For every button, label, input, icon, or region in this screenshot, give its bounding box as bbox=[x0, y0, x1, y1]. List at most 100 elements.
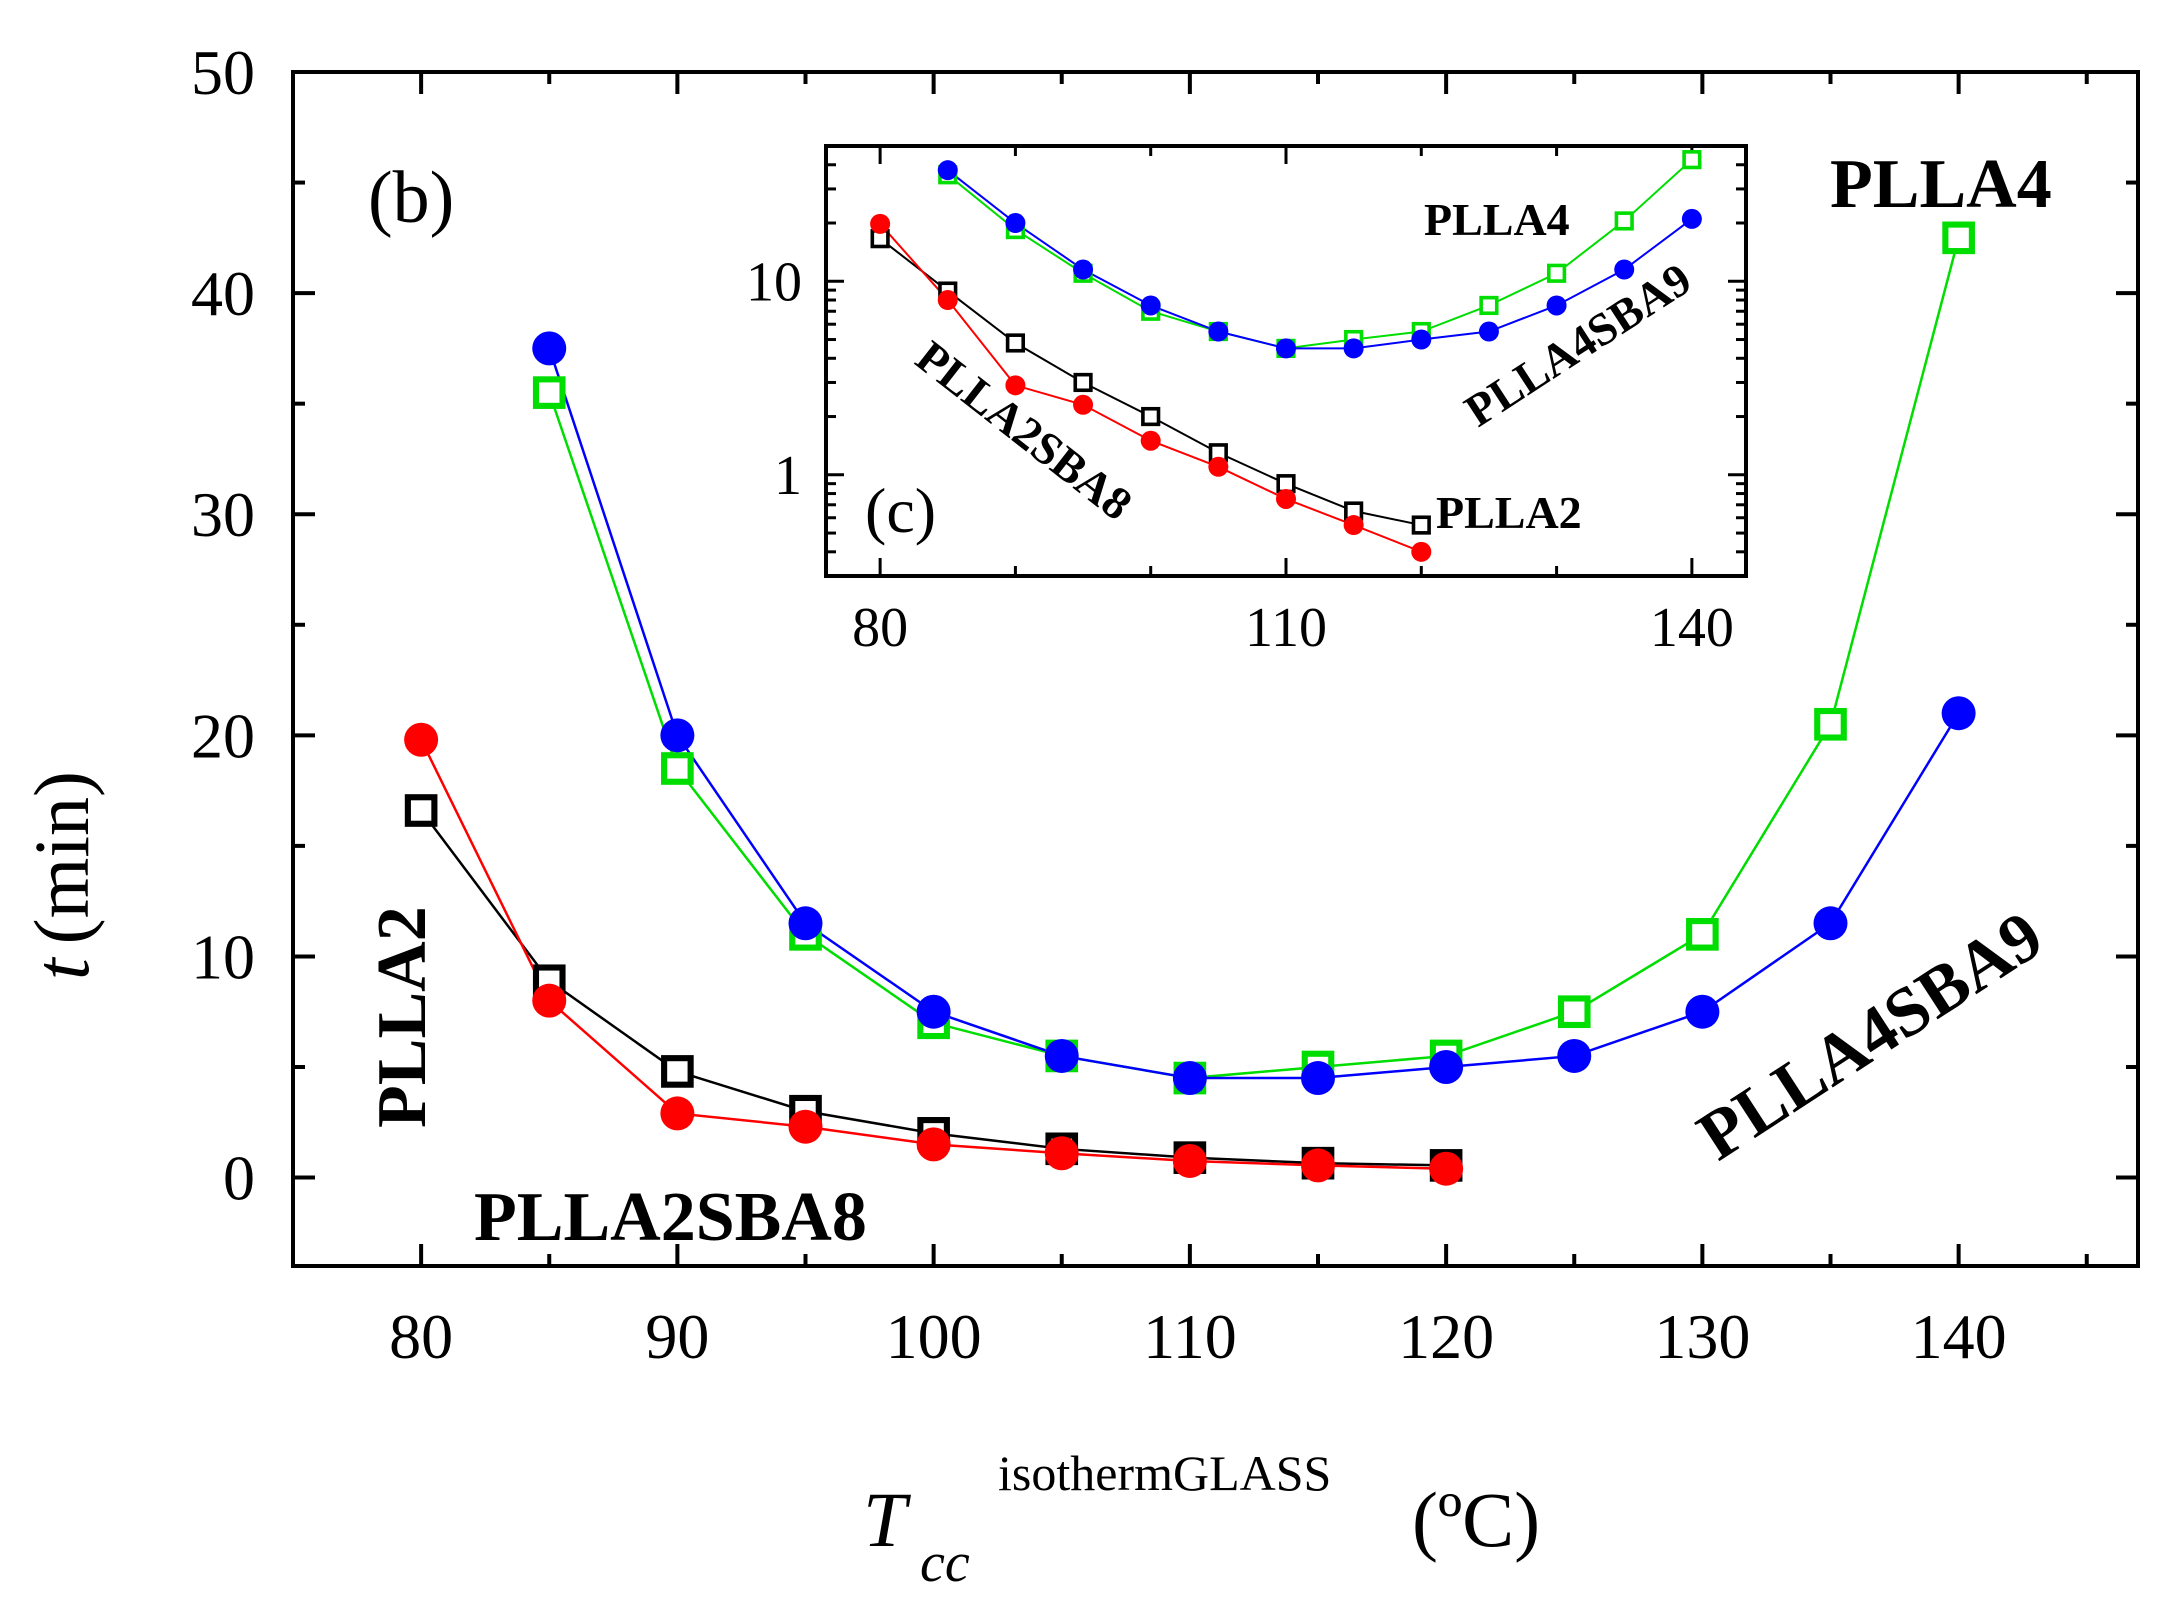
main-point-plla4sba9 bbox=[1172, 1061, 1207, 1096]
inset-point-plla4 bbox=[1546, 263, 1567, 283]
main-point-plla4sba9 bbox=[1429, 1050, 1464, 1084]
inset-series bbox=[870, 150, 1702, 562]
x-title-sub: cc bbox=[920, 1532, 970, 1594]
inset-point-plla2sba8 bbox=[1343, 515, 1364, 536]
main-line-plla4sba9 bbox=[548, 347, 1960, 1080]
inset-point-plla4sba9 bbox=[1140, 295, 1161, 316]
y-tick-label: 20 bbox=[191, 700, 255, 771]
inset-point-plla2sba8 bbox=[870, 213, 891, 234]
main-point-plla4sba9 bbox=[660, 718, 695, 753]
main-point-plla4sba9 bbox=[1557, 1038, 1592, 1073]
main-point-plla4 bbox=[661, 752, 694, 785]
main-point-plla4sba9 bbox=[1813, 906, 1848, 941]
inset-point-plla4sba9 bbox=[1276, 338, 1296, 359]
y-tick-label: 40 bbox=[191, 258, 255, 329]
main-point-plla2sba8 bbox=[916, 1127, 951, 1162]
inset-y-tick-label: 10 bbox=[746, 251, 802, 313]
main-line-plla4 bbox=[548, 237, 1960, 1080]
svg-text:t(min): t(min) bbox=[18, 771, 105, 980]
inset-x-tick-label: 110 bbox=[1245, 597, 1327, 659]
inset-point-plla2sba8 bbox=[1208, 456, 1229, 477]
inset-line-plla4sba9 bbox=[947, 169, 1693, 350]
main-point-plla2sba8 bbox=[660, 1096, 695, 1131]
inset-label-plla2: PLLA2 bbox=[1436, 487, 1582, 538]
x-tick-label: 80 bbox=[389, 1301, 453, 1372]
inset-point-plla4sba9 bbox=[1614, 259, 1635, 280]
y-tick-label: 10 bbox=[191, 921, 255, 992]
inset-point-plla4sba9 bbox=[1073, 259, 1094, 280]
x-tick-label: 90 bbox=[645, 1301, 709, 1372]
inset-line-plla4 bbox=[947, 158, 1693, 350]
y-axis-title: t(min) bbox=[18, 771, 105, 980]
inset-point-plla4sba9 bbox=[1411, 329, 1432, 350]
inset-point-plla2 bbox=[1005, 333, 1026, 353]
inset-point-plla4 bbox=[1614, 211, 1634, 231]
main-point-plla2sba8 bbox=[404, 722, 439, 757]
inset-point-plla4sba9 bbox=[1208, 321, 1229, 342]
inset-point-plla4sba9 bbox=[1343, 338, 1364, 359]
x-title-sup: isothermGLASS bbox=[998, 1445, 1331, 1501]
x-title-unit: (ºC) bbox=[1412, 1476, 1540, 1563]
inset-point-plla4sba9 bbox=[1546, 295, 1567, 316]
y-tick-label: 30 bbox=[191, 479, 255, 550]
main-point-plla4sba9 bbox=[532, 331, 567, 366]
main-point-plla4 bbox=[532, 376, 566, 409]
main-point-plla2 bbox=[661, 1055, 694, 1088]
series-label-plla2: PLLA2 bbox=[364, 906, 441, 1128]
panel-label-b: (b) bbox=[368, 157, 454, 239]
inset-label-plla4: PLLA4 bbox=[1424, 194, 1570, 245]
x-axis-title: T cc isothermGLASS (ºC) bbox=[863, 1445, 1540, 1594]
inset-point-plla2sba8 bbox=[1276, 488, 1296, 509]
main-point-plla2 bbox=[404, 794, 438, 827]
main-point-plla2sba8 bbox=[1044, 1136, 1079, 1171]
x-tick-label: 130 bbox=[1654, 1301, 1750, 1372]
x-tick-label: 110 bbox=[1143, 1301, 1237, 1372]
main-line-plla2sba8 bbox=[420, 739, 1447, 1170]
main-point-plla4sba9 bbox=[1044, 1038, 1079, 1073]
main-series bbox=[404, 221, 1976, 1186]
main-plot-frame bbox=[291, 70, 2140, 1268]
inset-point-plla2sba8 bbox=[937, 290, 958, 311]
inset-y-tick-label: 1 bbox=[774, 445, 802, 507]
main-point-plla2sba8 bbox=[532, 983, 567, 1018]
inset-point-plla2sba8 bbox=[1411, 541, 1432, 562]
inset-point-plla4sba9 bbox=[1005, 213, 1026, 234]
inset-x-tick-label: 140 bbox=[1650, 597, 1734, 659]
inset-point-plla2sba8 bbox=[1073, 394, 1094, 415]
panel-label-c: (c) bbox=[865, 475, 936, 546]
inset-point-plla4sba9 bbox=[937, 160, 958, 181]
inset-point-plla4 bbox=[1682, 150, 1702, 170]
inset-point-plla2sba8 bbox=[1005, 375, 1026, 396]
main-point-plla4sba9 bbox=[1685, 994, 1720, 1029]
main-line-plla2 bbox=[420, 809, 1447, 1167]
inset-point-plla2 bbox=[1073, 372, 1093, 393]
main-point-plla4sba9 bbox=[1941, 696, 1976, 731]
main-point-plla2sba8 bbox=[1429, 1151, 1464, 1186]
inset-x-tick-label: 80 bbox=[852, 597, 908, 659]
inset-point-plla2 bbox=[1141, 406, 1161, 427]
main-point-plla4sba9 bbox=[788, 906, 823, 941]
main-point-plla2sba8 bbox=[1172, 1143, 1207, 1178]
x-tick-label: 100 bbox=[886, 1301, 982, 1372]
main-point-plla4 bbox=[1557, 995, 1591, 1029]
series-label-plla2sba8: PLLA2SBA8 bbox=[474, 1179, 867, 1256]
y-tick-label: 50 bbox=[191, 37, 255, 108]
inset-point-plla2sba8 bbox=[1140, 430, 1161, 451]
main-point-plla4 bbox=[1686, 918, 1719, 951]
main-point-plla2sba8 bbox=[1301, 1148, 1335, 1183]
x-tick-label: 140 bbox=[1911, 1301, 2007, 1372]
main-point-plla4 bbox=[1942, 221, 1975, 255]
x-title-main: T bbox=[863, 1476, 911, 1563]
inset-point-plla2 bbox=[1411, 515, 1431, 535]
main-point-plla2sba8 bbox=[788, 1109, 823, 1144]
series-label-plla4sba9: PLLA4SBA9 bbox=[1685, 897, 2056, 1176]
inset-point-plla4sba9 bbox=[1478, 321, 1499, 342]
main-point-plla4sba9 bbox=[1301, 1061, 1335, 1096]
x-tick-label: 120 bbox=[1398, 1301, 1494, 1372]
main-point-plla4 bbox=[1814, 707, 1847, 741]
series-label-plla4: PLLA4 bbox=[1830, 146, 2052, 223]
inset-point-plla4sba9 bbox=[1681, 208, 1702, 229]
